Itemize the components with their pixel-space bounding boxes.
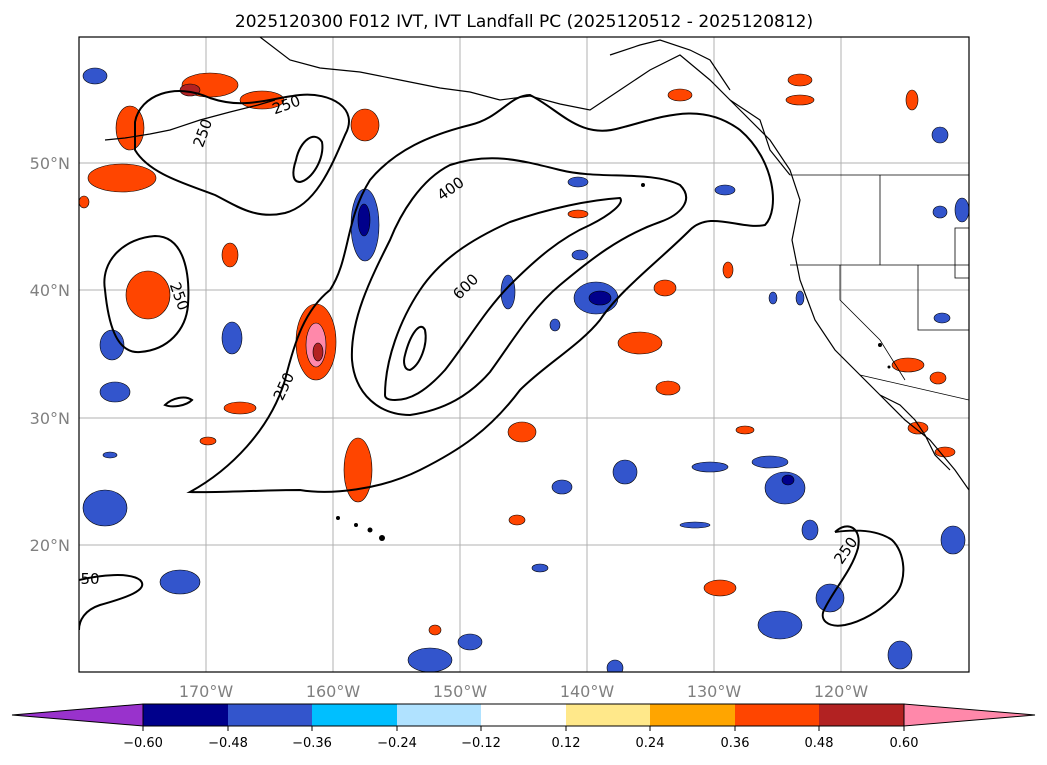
ivt-pc-filled-contours	[79, 67, 969, 672]
ivt-contours	[79, 90, 905, 631]
colorbar-tick-label: 0.60	[890, 736, 919, 751]
contour-label-50: 50	[80, 570, 99, 588]
colorbar-tick-label: −0.24	[377, 736, 417, 751]
colorbar-segment-5	[481, 704, 566, 726]
colorbar-tick-label: −0.12	[461, 736, 501, 751]
colorbar: −0.60 −0.48 −0.36 −0.24 −0.12 0.12 0.24 …	[11, 703, 1036, 751]
gridlines	[79, 37, 969, 672]
lon-label-120w: 120°W	[814, 682, 869, 701]
lat-label-30n: 30°N	[30, 409, 70, 428]
lat-label-40n: 40°N	[30, 281, 70, 300]
lat-labels: 50°N 40°N 30°N 20°N	[30, 154, 70, 555]
colorbar-extend-min	[11, 703, 144, 727]
colorbar-segment-3	[312, 704, 397, 726]
lon-label-130w: 130°W	[687, 682, 742, 701]
colorbar-tick-label: 0.24	[636, 736, 665, 751]
lon-label-160w: 160°W	[306, 682, 361, 701]
lon-label-150w: 150°W	[433, 682, 488, 701]
colorbar-segment-7	[650, 704, 735, 726]
lon-label-170w: 170°W	[179, 682, 234, 701]
map-title: 2025120300 F012 IVT, IVT Landfall PC (20…	[235, 12, 813, 32]
colorbar-tick-label: 0.36	[721, 736, 750, 751]
colorbar-segment-6	[566, 704, 650, 726]
map-panel	[79, 37, 969, 672]
colorbar-segment-9	[819, 704, 904, 726]
islands	[336, 183, 891, 541]
colorbar-tick-label: −0.36	[292, 736, 332, 751]
colorbar-tick-label: −0.48	[208, 736, 248, 751]
map-frame	[78, 36, 970, 673]
colorbar-segment-2	[228, 704, 312, 726]
colorbar-segment-1	[143, 704, 228, 726]
colorbar-segment-8	[735, 704, 819, 726]
lat-label-20n: 20°N	[30, 536, 70, 555]
colorbar-tick-label: 0.12	[552, 736, 581, 751]
lat-label-50n: 50°N	[30, 154, 70, 173]
colorbar-tick-label: 0.48	[805, 736, 834, 751]
colorbar-segment-4	[397, 704, 481, 726]
lon-label-140w: 140°W	[560, 682, 615, 701]
state-borders	[790, 174, 969, 401]
coastlines	[104, 37, 969, 491]
lon-labels: 170°W 160°W 150°W 140°W 130°W 120°W	[179, 682, 869, 701]
colorbar-extend-max	[903, 703, 1036, 727]
colorbar-tick-label: −0.60	[123, 736, 163, 751]
